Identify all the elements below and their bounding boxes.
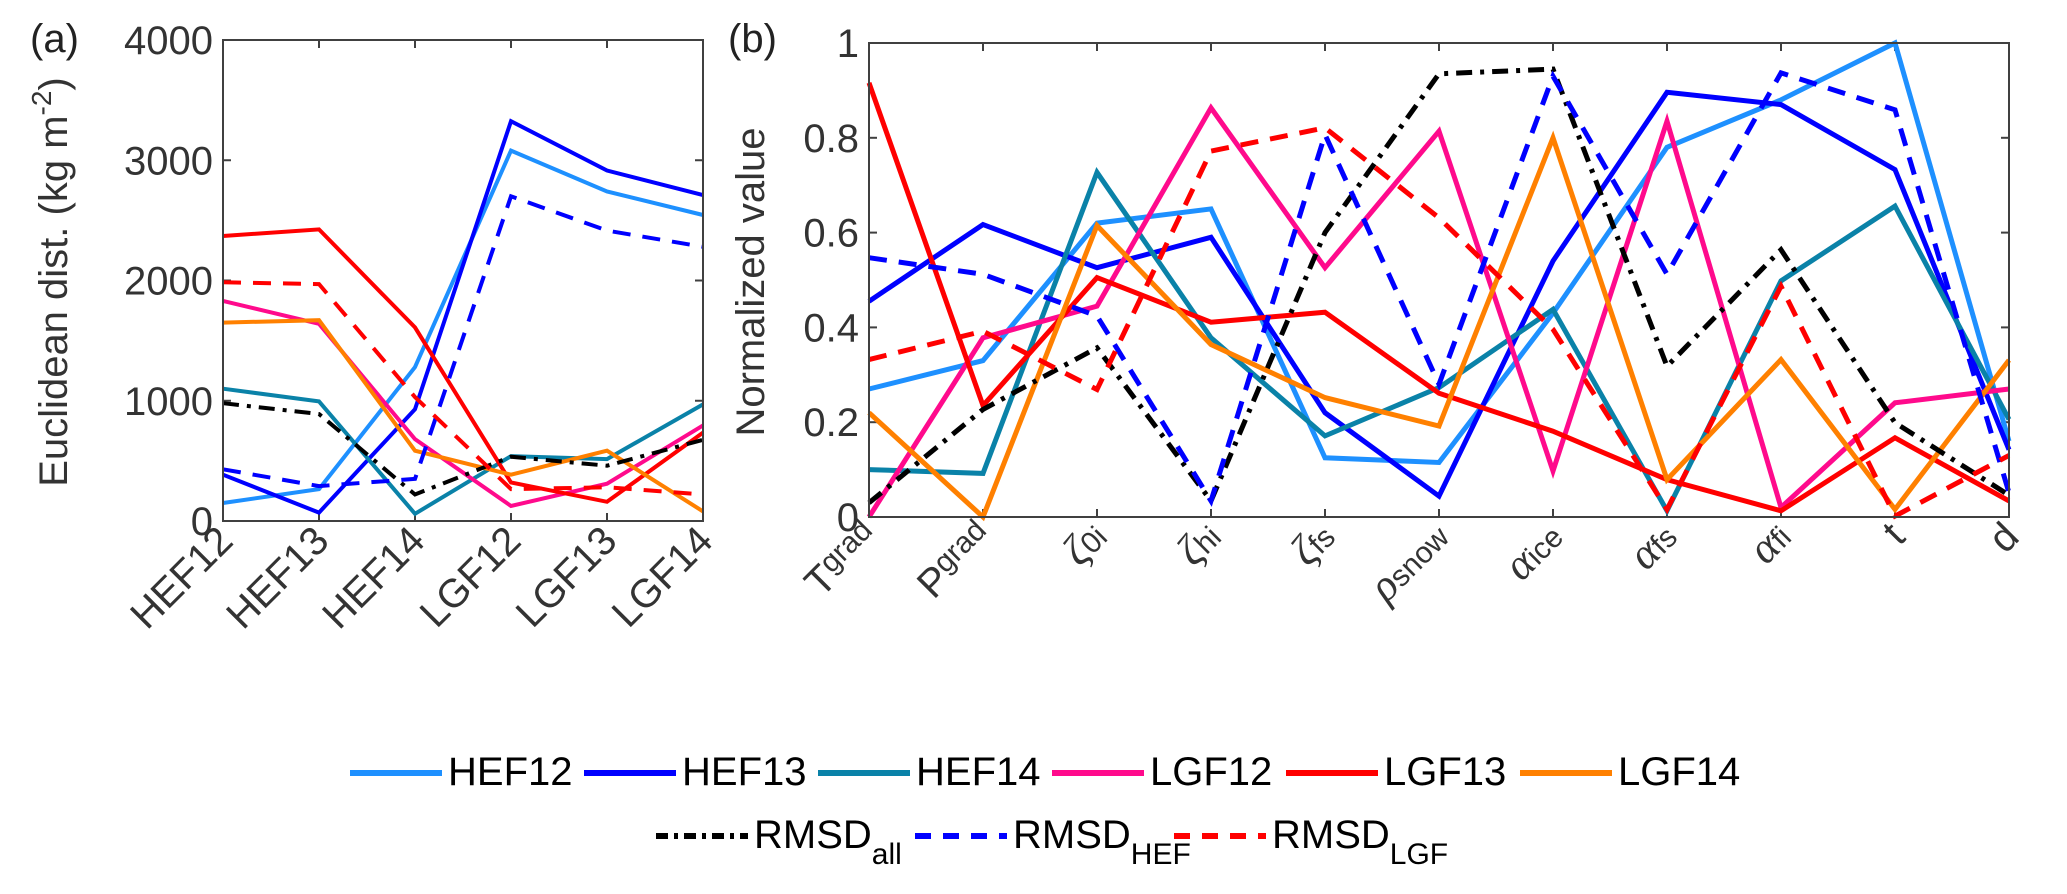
x-tick-label-d: d (1981, 514, 2028, 561)
legend-label: RMSDLGF (1272, 813, 1448, 871)
x-tick-label: ζfs (1280, 511, 1344, 575)
x-tick-label-lgf14: LGF14 (604, 518, 722, 636)
series-line-hef14 (222, 386, 704, 517)
y-tick-label: 3000 (124, 139, 213, 183)
y-tick-label: 0.8 (803, 117, 859, 161)
panel-a-y-axis-label: Euclidean dist. (kg m-2) (26, 77, 76, 487)
legend-item-lgf12: LGF12 (1052, 750, 1272, 794)
x-tick-label: ζhi (1166, 511, 1230, 575)
x-tick-label: HEF13 (218, 518, 337, 637)
y-axis-label-superscript: -2 (26, 91, 57, 116)
y-tick-label: 0.6 (803, 212, 859, 256)
y-tick-label: 1000 (124, 380, 213, 424)
x-tick-label: Pgrad (908, 514, 1001, 607)
legend-label: LGF12 (1150, 750, 1272, 794)
legend-item-rmsd-all: RMSDall (656, 813, 902, 871)
panel-b-label: (b) (728, 17, 777, 61)
x-tick-label: HEF12 (122, 518, 241, 637)
series-line-hef13 (222, 118, 704, 515)
series-line-hef13 (867, 89, 2012, 500)
y-tick-label: 2000 (124, 260, 213, 304)
x-tick-label: ρsnow (1358, 511, 1459, 612)
svg-text:Euclidean dist. (kg m-2): Euclidean dist. (kg m-2) (26, 77, 76, 487)
series-line-rmsd-lgf (868, 125, 2011, 520)
legend-label: LGF14 (1618, 750, 1740, 794)
x-tick-label--fi: αfi (1738, 511, 1800, 573)
panel-a-label: (a) (30, 17, 79, 61)
legend-label: LGF13 (1384, 750, 1506, 794)
x-tick-label-t: t (1874, 514, 1913, 553)
y-tick-label: 0 (837, 496, 859, 540)
x-tick-label: LGF14 (604, 518, 722, 636)
x-tick-label--fs: ζfs (1280, 511, 1344, 576)
x-tick-label-hef14: HEF14 (314, 518, 433, 637)
x-tick-label-hef12: HEF12 (122, 518, 241, 637)
legend: HEF12 HEF13 HEF14 LGF12 LGF13 LGF14 RMSDall RMS… (350, 750, 1740, 871)
series-line-rmsd-lgf (222, 280, 704, 497)
x-tick-label: LGF13 (508, 518, 626, 636)
legend-label: RMSDall (754, 813, 902, 871)
x-tick-label: t (1874, 514, 1913, 553)
y-tick-label: 0.2 (803, 401, 859, 445)
x-tick-label: αfi (1738, 511, 1800, 573)
x-tick-label: LGF12 (412, 518, 530, 636)
series-line-lgf12 (866, 103, 2010, 519)
panel-a-frame (222, 39, 704, 522)
x-tick-label: ζ0i (1052, 511, 1116, 575)
legend-item-hef12: HEF12 (350, 750, 573, 794)
panel-b-y-axis-label: Normalized value (729, 127, 773, 436)
panel-b: (b) Normalized value 0 0.2 0.4 0.6 0.8 1 Tgra… (728, 17, 2027, 612)
series-line-lgf14 (867, 130, 2011, 522)
series-line-rmsd-all (222, 401, 704, 497)
series-line-rmsd-hef (222, 193, 704, 489)
x-tick-label--fs: αfs (1619, 511, 1686, 579)
panel-b-frame (868, 42, 2010, 518)
x-tick-label: αfs (1619, 511, 1686, 578)
legend-item-lgf14: LGF14 (1520, 750, 1740, 794)
panel-b-y-ticks: 0 0.2 0.4 0.6 0.8 1 (803, 22, 2009, 540)
x-tick-label: αice (1494, 511, 1572, 589)
y-tick-label: 0 (191, 500, 213, 544)
panel-a: (a) Euclidean dist. (kg m-2) 0 1000 2000 30… (26, 17, 721, 637)
legend-item-hef13: HEF13 (584, 750, 807, 794)
x-tick-label: Tgrad (796, 514, 888, 606)
legend-label: HEF13 (682, 750, 807, 794)
x-tick-label-lgf12: LGF12 (412, 518, 530, 636)
y-tick-label: 0.4 (803, 306, 859, 350)
legend-label: HEF12 (448, 750, 573, 794)
x-tick-label-pgrad: Pgrad (908, 514, 1001, 607)
panel-b-series (866, 39, 2012, 522)
x-tick-label--ice: αice (1494, 511, 1572, 590)
legend-item-rmsd-hef: RMSDHEF (915, 813, 1191, 871)
panel-a-series (222, 118, 705, 517)
x-tick-label-hef13: HEF13 (218, 518, 337, 637)
legend-label: HEF14 (916, 750, 1041, 794)
y-axis-label-end: ) (32, 77, 76, 90)
legend-item-rmsd-lgf: RMSDLGF (1174, 813, 1448, 871)
x-tick-label--snow: ρsnow (1358, 511, 1459, 612)
y-tick-label: 4000 (124, 19, 213, 63)
x-tick-label-lgf13: LGF13 (508, 518, 626, 636)
series-line-rmsd-hef (868, 69, 2012, 507)
x-tick-label: d (1981, 514, 2028, 561)
x-tick-label--hi: ζhi (1166, 511, 1230, 576)
y-tick-label: 1 (837, 22, 859, 66)
panel-a-y-ticks: 0 1000 2000 3000 4000 (124, 19, 703, 544)
series-line-hef12 (868, 39, 2012, 466)
legend-item-lgf13: LGF13 (1286, 750, 1506, 794)
y-axis-label-main: Euclidean dist. (kg m (32, 115, 76, 486)
x-tick-label-tgrad: Tgrad (796, 514, 888, 606)
legend-label: RMSDHEF (1013, 813, 1191, 871)
x-tick-label: HEF14 (314, 518, 433, 637)
legend-item-hef14: HEF14 (818, 750, 1041, 794)
series-line-lgf13 (866, 81, 2011, 514)
x-tick-label--0i: ζ0i (1052, 511, 1116, 576)
series-line-hef12 (222, 147, 704, 505)
